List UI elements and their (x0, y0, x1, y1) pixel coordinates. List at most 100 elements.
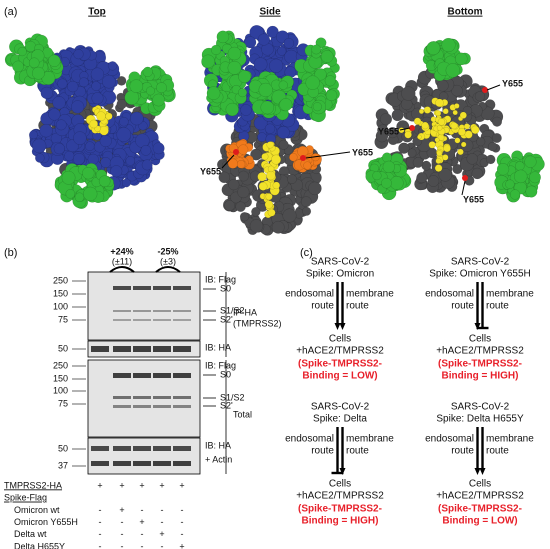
atom (380, 113, 393, 126)
atom (78, 77, 89, 88)
atom (89, 119, 99, 129)
atom (492, 116, 503, 127)
atom (99, 134, 112, 148)
atom (28, 57, 40, 69)
arrow-head (339, 323, 346, 330)
mw-marker: 75 (58, 314, 68, 324)
band (113, 396, 131, 399)
cell: - (181, 529, 184, 539)
cell: + (179, 480, 184, 490)
flow-text: Cells (329, 479, 351, 490)
atom (206, 86, 221, 100)
band (91, 346, 109, 352)
atom (464, 130, 473, 139)
atom (99, 125, 109, 136)
atom (320, 50, 334, 63)
band (153, 346, 171, 352)
band (113, 286, 131, 290)
row-label: Delta wt (14, 529, 47, 539)
pointer (305, 151, 351, 159)
atom (238, 144, 249, 155)
flow-text: route (451, 446, 474, 457)
flow-text: (Spike-TMPRSS2- (298, 504, 382, 515)
cell: - (99, 541, 102, 549)
band (153, 446, 171, 451)
atom (125, 156, 136, 166)
atom (407, 148, 417, 158)
atom (416, 172, 428, 184)
atom (267, 208, 276, 217)
group-label: Total (233, 409, 252, 419)
blot (87, 437, 201, 475)
atom (57, 78, 68, 89)
atom (265, 193, 273, 201)
atom (387, 127, 399, 139)
atom (302, 206, 312, 216)
atom (48, 54, 61, 67)
sample-table: TMPRSS2-HA + + + + + Spike-Flag Omicron wt - + - - -… (4, 480, 185, 549)
atom (64, 150, 75, 162)
atom (260, 100, 275, 115)
atom (40, 86, 53, 100)
atom (251, 207, 261, 217)
flow-text: SARS-CoV-2 (451, 257, 510, 268)
cell: - (161, 517, 164, 527)
atom (466, 153, 478, 165)
atom (244, 36, 257, 49)
flow-text: +hACE2/TMPRSS2 (436, 491, 524, 502)
atom (442, 108, 449, 115)
residue-label: Y655 (463, 194, 484, 204)
blots: 250 150 100 75 50 250 150 100 75 50 37 (53, 271, 201, 475)
atom (258, 181, 268, 191)
atom (228, 178, 240, 191)
atom (96, 111, 106, 122)
atom (266, 25, 279, 38)
atom (107, 61, 118, 71)
atom (308, 181, 322, 196)
quant-change: -25% (157, 246, 178, 256)
atom (61, 170, 76, 185)
atom (249, 219, 264, 233)
residue (233, 149, 239, 155)
atom (471, 167, 483, 180)
flow-text: Cells (329, 334, 351, 345)
flow-text: Binding = HIGH) (442, 371, 519, 382)
band (133, 461, 151, 466)
atom (278, 139, 289, 150)
atom (71, 100, 85, 114)
flow-text: membrane (486, 434, 534, 445)
atom (303, 161, 312, 170)
atom (261, 153, 269, 161)
cell: + (139, 480, 144, 490)
atom (17, 46, 27, 57)
atom (445, 63, 461, 78)
atom (82, 167, 95, 180)
atom (277, 126, 290, 139)
atom (102, 74, 116, 89)
row-label: Omicron Y655H (14, 517, 78, 527)
group-label: IP-HA (233, 307, 257, 317)
row-label: TMPRSS2-HA (4, 480, 62, 490)
atom (105, 112, 113, 120)
atom (129, 79, 144, 93)
band (173, 461, 191, 466)
atom (436, 150, 443, 157)
atom (417, 134, 422, 140)
flow-text: Cells (469, 479, 491, 490)
atom (283, 37, 295, 49)
cell: - (181, 517, 184, 527)
band (133, 310, 151, 312)
flow-text: membrane (346, 289, 394, 300)
band-label: S1/S2 (220, 305, 245, 315)
flow-text: +hACE2/TMPRSS2 (436, 346, 524, 357)
band (153, 310, 171, 312)
mw-marker: 250 (53, 360, 68, 370)
mw-marker: 150 (53, 288, 68, 298)
atom (116, 99, 127, 110)
atom (487, 141, 498, 152)
flow-text: route (486, 301, 509, 312)
cell: + (97, 480, 102, 490)
atom (267, 165, 275, 173)
atom (525, 185, 538, 198)
atom (453, 103, 460, 109)
